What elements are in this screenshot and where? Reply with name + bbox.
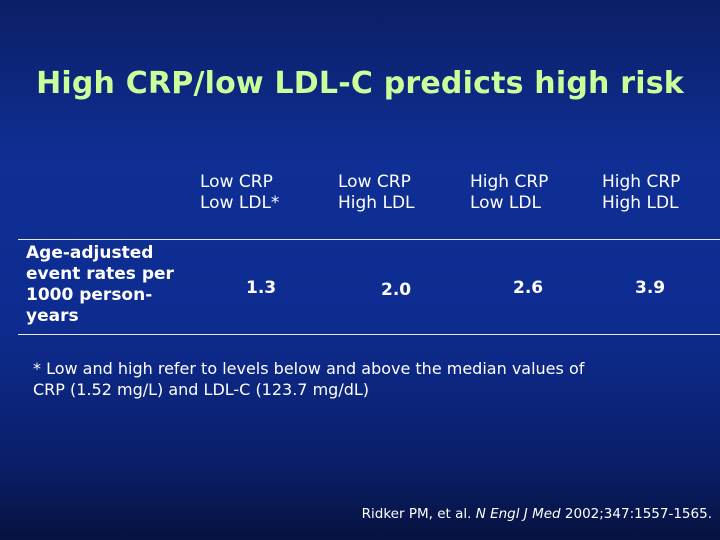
row-label-line: event rates per — [26, 264, 174, 284]
row-label-event-rates: Age-adjusted event rates per 1000 person… — [26, 243, 174, 327]
column-header-line2: Low LDL — [470, 193, 541, 213]
table-rule-bottom — [18, 334, 720, 335]
column-header-low-crp-low-ldl: Low CRP Low LDL* — [200, 172, 279, 214]
row-label-line: years — [26, 306, 79, 326]
column-header-line2: Low LDL* — [200, 193, 280, 213]
value-low-crp-low-ldl: 1.3 — [246, 278, 277, 298]
citation-authors: Ridker PM, et al. — [361, 506, 472, 522]
value-high-crp-high-ldl: 3.9 — [635, 278, 666, 298]
footnote-line1: * Low and high refer to levels below and… — [33, 359, 585, 378]
citation-journal: N Engl J Med — [475, 506, 561, 522]
column-header-line1: High CRP — [470, 172, 549, 192]
footnote-line2: CRP (1.52 mg/L) and LDL-C (123.7 mg/dL) — [33, 380, 370, 399]
row-label-line: 1000 person- — [26, 285, 153, 305]
column-header-high-crp-low-ldl: High CRP Low LDL — [470, 172, 548, 214]
column-header-line2: High LDL — [602, 193, 679, 213]
column-header-line1: Low CRP — [338, 172, 411, 192]
value-high-crp-low-ldl: 2.6 — [513, 278, 544, 298]
row-label-line: Age-adjusted — [26, 243, 154, 263]
column-header-line1: Low CRP — [200, 172, 273, 192]
value-low-crp-high-ldl: 2.0 — [381, 280, 412, 300]
citation: Ridker PM, et al. N Engl J Med 2002;347:… — [362, 506, 712, 522]
citation-details: 2002;347:1557-1565. — [564, 506, 712, 522]
slide-title: High CRP/low LDL-C predicts high risk — [36, 66, 684, 101]
column-header-low-crp-high-ldl: Low CRP High LDL — [338, 172, 415, 214]
column-header-line1: High CRP — [602, 172, 681, 192]
column-header-high-crp-high-ldl: High CRP High LDL — [602, 172, 680, 214]
column-header-line2: High LDL — [338, 193, 415, 213]
footnote: * Low and high refer to levels below and… — [33, 358, 584, 400]
table-rule-top — [18, 239, 720, 240]
